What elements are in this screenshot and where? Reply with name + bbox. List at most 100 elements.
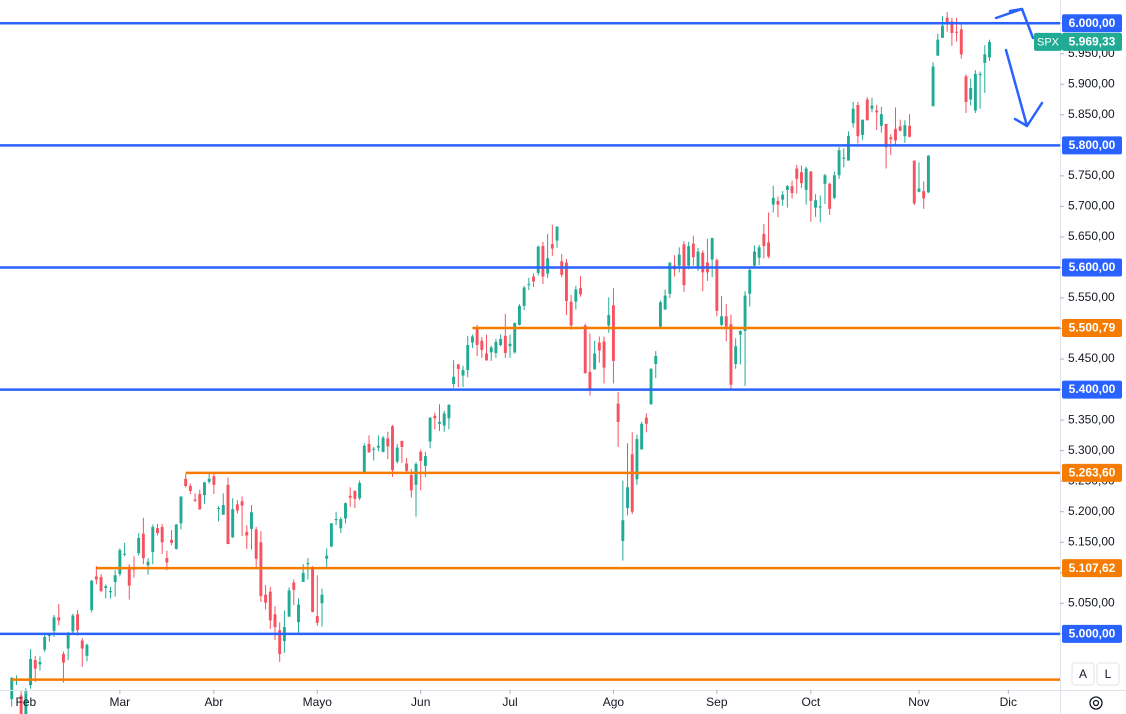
candle-body xyxy=(480,340,484,350)
y-tick-label: 5.750,00 xyxy=(1068,168,1115,182)
candle-body xyxy=(24,691,28,714)
candle-body xyxy=(889,137,893,140)
level-label-box xyxy=(1062,380,1122,399)
level-label: 5.800,00 xyxy=(1062,136,1122,155)
candle-body xyxy=(447,404,451,419)
candle-body xyxy=(950,21,954,33)
candle-body xyxy=(649,368,653,405)
arrow-down xyxy=(1004,48,1044,128)
candle-body xyxy=(254,529,258,559)
log-scale-button[interactable] xyxy=(1096,662,1120,686)
candle-body xyxy=(221,504,225,515)
candle-body xyxy=(574,289,578,302)
candle-body xyxy=(203,482,206,496)
candle-body xyxy=(569,301,573,326)
candle-body xyxy=(630,454,634,512)
candle-body xyxy=(508,343,512,347)
level-label: 5.500,79 xyxy=(1062,319,1122,338)
candle-body xyxy=(522,287,526,306)
candle-body xyxy=(104,586,108,589)
candle-body xyxy=(837,150,841,176)
candle-body xyxy=(499,338,503,345)
candle-body xyxy=(151,526,155,552)
candle-body xyxy=(198,493,202,510)
candle-body xyxy=(546,258,550,274)
candle-body xyxy=(118,550,122,574)
candle-body xyxy=(358,483,362,499)
candle-body xyxy=(235,504,239,511)
candle-body xyxy=(466,345,470,371)
level-label-text: 5.600,00 xyxy=(1069,260,1116,274)
candle-body xyxy=(635,439,639,480)
candle-body xyxy=(452,376,456,385)
candle-body xyxy=(90,580,94,611)
candle-body xyxy=(555,226,559,241)
candle-body xyxy=(329,523,333,547)
candle-body xyxy=(19,695,23,714)
candle-body xyxy=(245,531,249,536)
candle-body xyxy=(80,640,84,649)
candle-body xyxy=(113,575,117,582)
candle-body xyxy=(470,336,474,343)
candle-body xyxy=(800,172,803,184)
candle-body xyxy=(66,633,70,649)
candle-body xyxy=(828,183,832,209)
candle-body xyxy=(691,243,695,258)
candle-body xyxy=(532,276,535,282)
candle-body xyxy=(738,330,742,335)
level-label-text: 5.263,60 xyxy=(1069,466,1116,480)
candle-body xyxy=(240,501,244,506)
candle-body xyxy=(847,136,850,161)
auto-scale-button[interactable] xyxy=(1071,662,1095,686)
candle-body xyxy=(814,200,818,208)
settings-icon[interactable] xyxy=(1089,696,1103,710)
candle-body xyxy=(898,126,902,131)
candle-body xyxy=(743,295,747,331)
candle-body xyxy=(687,246,691,266)
candle-body xyxy=(123,553,127,555)
candle-body xyxy=(268,591,272,621)
candle-body xyxy=(626,487,629,509)
candle-body xyxy=(936,39,940,56)
candle-body xyxy=(99,577,103,592)
candle-body xyxy=(494,341,498,353)
candle-body xyxy=(955,31,959,33)
x-tick-label: Mayo xyxy=(303,695,333,709)
candle-body xyxy=(362,445,366,473)
candle-body xyxy=(334,519,338,521)
candle-body xyxy=(912,160,916,204)
level-label: 5.600,00 xyxy=(1062,258,1122,277)
candle-body xyxy=(875,110,879,113)
candle-body xyxy=(776,200,780,205)
x-tick-label: Jun xyxy=(411,695,430,709)
x-tick-label: Dic xyxy=(1000,695,1017,709)
candle-body xyxy=(184,478,188,487)
y-tick-label: 5.050,00 xyxy=(1068,595,1115,609)
level-label-text: 5.107,62 xyxy=(1069,561,1116,575)
candle-body xyxy=(903,125,907,137)
candle-body xyxy=(621,520,625,542)
candle-body xyxy=(386,438,390,447)
candle-body xyxy=(517,305,521,325)
candle-body xyxy=(616,403,620,422)
candle-body xyxy=(983,54,987,63)
x-tick-label: Nov xyxy=(908,695,929,709)
level-label: 5.263,60 xyxy=(1062,463,1122,482)
candle-body xyxy=(226,484,230,545)
candle-body xyxy=(489,347,493,353)
candle-body xyxy=(917,188,921,192)
candle-body xyxy=(485,353,488,361)
candle-body xyxy=(564,262,568,302)
y-tick-label: 5.850,00 xyxy=(1068,107,1115,121)
candle-body xyxy=(344,503,347,519)
candle-body xyxy=(423,456,427,466)
x-tick-label: Mar xyxy=(110,695,131,709)
level-label-text: 5.000,00 xyxy=(1069,626,1116,640)
candle-body xyxy=(438,421,441,424)
candle-body xyxy=(43,636,47,650)
candle-body xyxy=(757,247,761,258)
candle-body xyxy=(823,175,827,184)
candle-body xyxy=(720,316,724,325)
